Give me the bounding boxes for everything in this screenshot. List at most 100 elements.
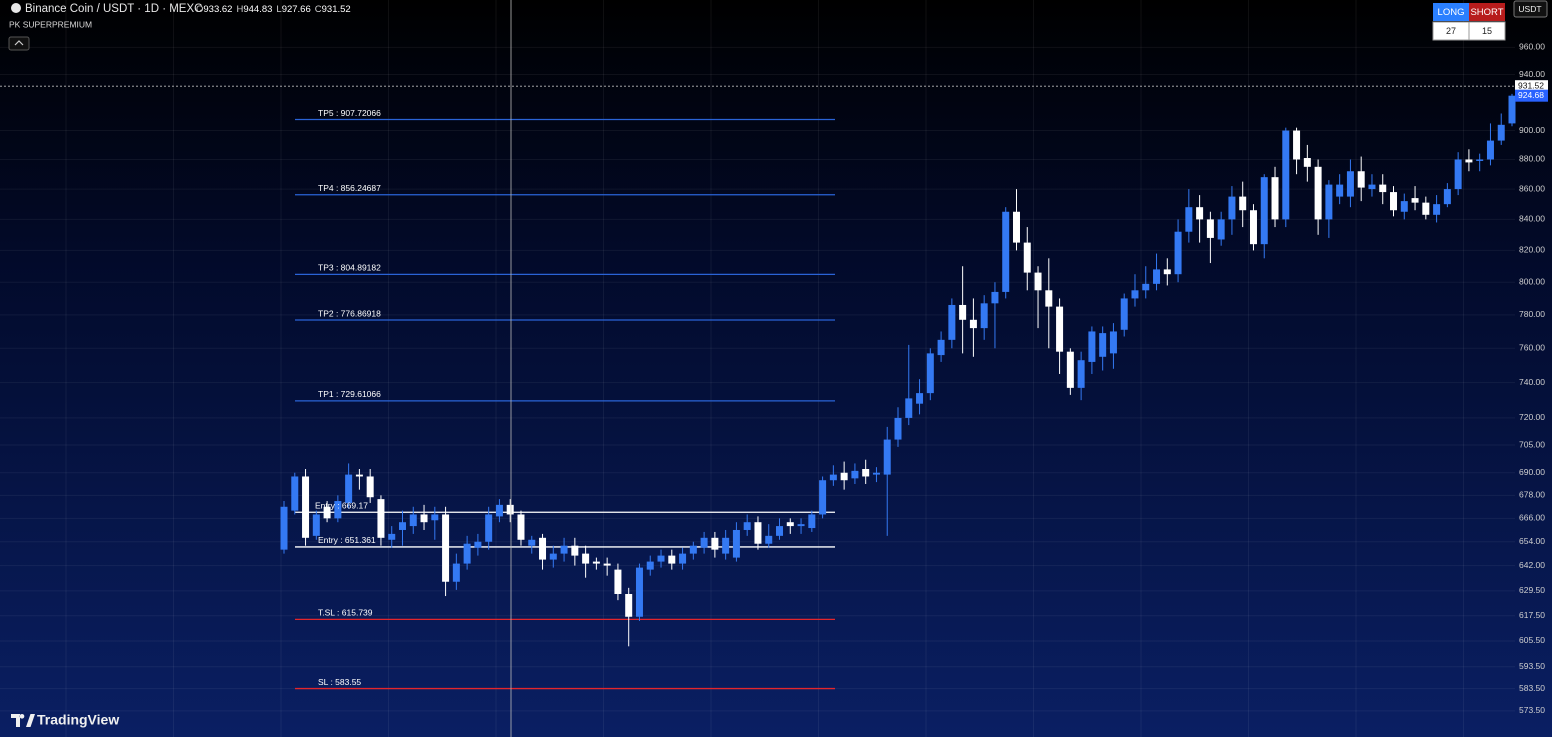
collapse-icon	[14, 40, 24, 46]
y-tick-label: 820.00	[1519, 245, 1545, 255]
candle-body	[1163, 269, 1171, 275]
ohlc-key: O	[196, 4, 203, 15]
candle-body	[1260, 177, 1268, 245]
candle-body	[926, 353, 934, 394]
candle-body	[1325, 184, 1333, 220]
candle-body	[291, 476, 299, 511]
y-tick-label: 780.00	[1519, 309, 1545, 319]
candle-body	[916, 393, 924, 404]
y-tick-label: 690.00	[1519, 467, 1545, 477]
candle-body	[635, 567, 643, 617]
candle-body	[1422, 202, 1430, 215]
candle-body	[797, 524, 805, 527]
candle-body	[1099, 333, 1107, 357]
signal-name: SHORT	[1470, 7, 1503, 18]
candle-body	[1433, 204, 1441, 215]
level-label: TP3 : 804.89182	[318, 263, 381, 273]
candle-body	[495, 504, 503, 517]
candle-body	[1056, 306, 1064, 352]
candle-body	[539, 537, 547, 560]
candle-body	[1228, 196, 1236, 220]
y-tick-label: 840.00	[1519, 214, 1545, 224]
level-label: Entry : 651.361	[318, 535, 376, 545]
candle-body	[1109, 331, 1117, 354]
candle-body	[506, 504, 514, 515]
candle-body	[345, 474, 353, 503]
candle-body	[592, 561, 600, 564]
candle-body	[442, 514, 450, 582]
ohlc-key: C	[315, 4, 322, 15]
candle-body	[872, 472, 880, 475]
y-tick-label: 740.00	[1519, 377, 1545, 387]
level-label: T.SL : 615.739	[318, 608, 373, 618]
ohlc-values: O933.62 H944.83 L927.66 C931.52	[196, 4, 351, 15]
candle-body	[1476, 159, 1484, 161]
signal-count: 15	[1482, 26, 1492, 36]
level-label: Entry : 669.17	[315, 500, 368, 510]
last-price: 924.68	[1518, 90, 1544, 100]
y-tick-label: 617.50	[1519, 610, 1545, 620]
watermark: TradingView	[37, 712, 119, 728]
ohlc-value: 931.52	[322, 4, 351, 15]
candle-body	[1034, 272, 1042, 291]
candle-body	[808, 514, 816, 529]
candle-body	[894, 417, 902, 440]
candle-body	[1390, 192, 1398, 211]
candle-body	[517, 514, 525, 540]
currency-box[interactable]	[1513, 0, 1548, 18]
y-tick-label: 880.00	[1519, 154, 1545, 164]
candle-body	[883, 439, 891, 475]
candle-body	[905, 398, 913, 418]
symbol-icon	[11, 3, 21, 13]
y-tick-label: 678.00	[1519, 490, 1545, 500]
ohlc-key: L	[276, 4, 281, 15]
candle-body	[452, 563, 460, 582]
candle-body	[765, 535, 773, 544]
candle-body	[1486, 140, 1494, 160]
y-tick-label: 583.50	[1519, 683, 1545, 693]
y-tick-label: 940.00	[1519, 69, 1545, 79]
y-tick-label: 720.00	[1519, 412, 1545, 422]
candle-body	[334, 501, 342, 519]
candle-body	[851, 470, 859, 479]
candle-body	[1142, 283, 1150, 291]
signal-name: LONG	[1438, 7, 1465, 18]
y-tick-label: 654.00	[1519, 536, 1545, 546]
collapse-button[interactable]	[8, 36, 30, 51]
ohlc-legend: O933.62 H944.83 L927.66 C931.52	[196, 4, 351, 15]
y-tick-label: 860.00	[1519, 183, 1545, 193]
y-tick-label: 705.00	[1519, 439, 1545, 449]
y-tick-label: 760.00	[1519, 343, 1545, 353]
candle-body	[862, 469, 870, 477]
signal-header	[1433, 3, 1469, 21]
candle-body	[1379, 184, 1387, 193]
candle-body	[1206, 219, 1214, 238]
y-tick-label: 573.50	[1519, 705, 1545, 715]
candle-body	[786, 522, 794, 527]
candle-body	[722, 537, 730, 554]
candle-body	[776, 526, 784, 536]
candle-body	[1196, 207, 1204, 220]
candle-body	[1336, 184, 1344, 197]
candle-body	[625, 593, 633, 617]
candle-body	[323, 506, 331, 519]
candle-body	[732, 529, 740, 558]
candle-body	[1066, 351, 1074, 388]
signals-box: LONG 27 SHORT 15	[1432, 3, 1506, 41]
candle-body	[1303, 158, 1311, 167]
candle-body	[1443, 189, 1451, 205]
candle-body	[840, 472, 848, 481]
candle-body	[1153, 269, 1161, 284]
candle-body	[582, 553, 590, 564]
candle-body	[991, 291, 999, 304]
candle-body	[700, 537, 708, 548]
ohlc-value: 927.66	[282, 4, 311, 15]
candle-body	[1271, 177, 1279, 220]
candle-body	[603, 563, 611, 566]
candle-body	[474, 541, 482, 548]
y-tick-label: 593.50	[1519, 661, 1545, 671]
candle-body	[485, 514, 493, 542]
candle-body	[1002, 211, 1010, 292]
grid	[0, 0, 1515, 737]
